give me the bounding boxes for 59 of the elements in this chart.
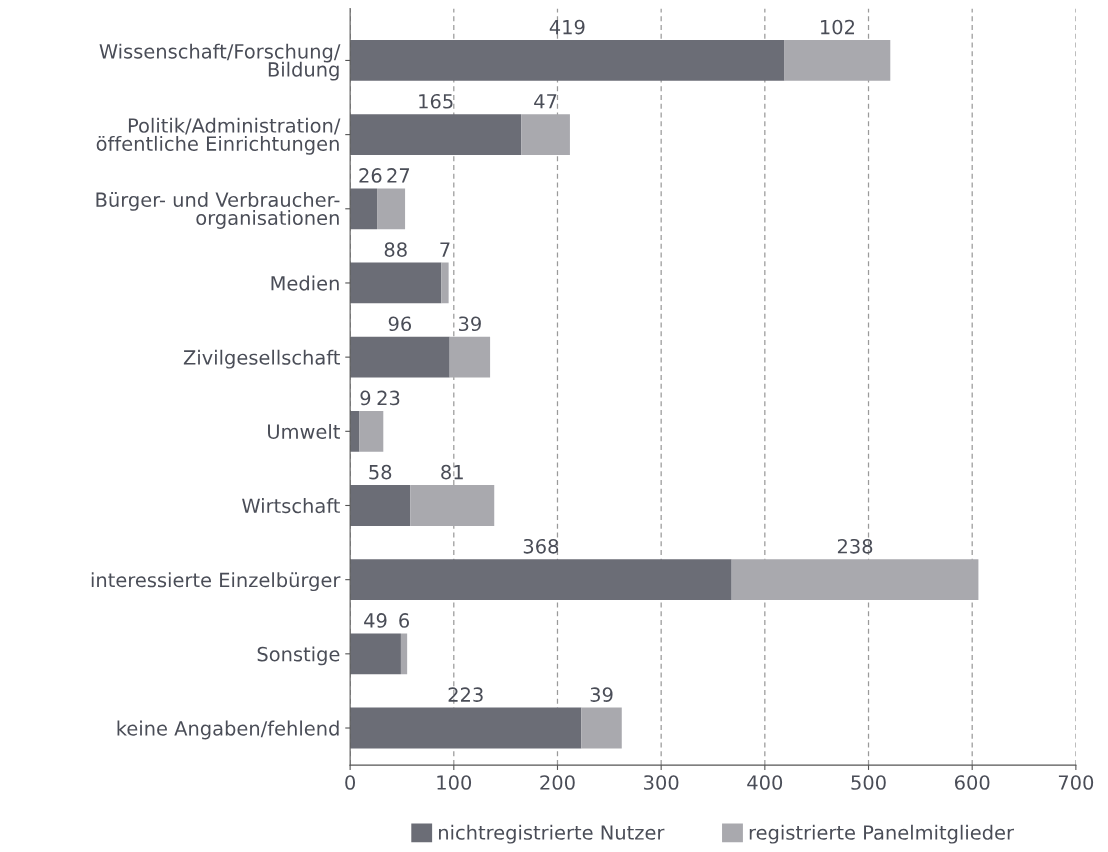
data-label: 26	[359, 168, 382, 183]
data-label: 238	[837, 538, 873, 554]
data-label: 419	[549, 19, 585, 35]
bar	[350, 559, 732, 601]
y-tick-label: Zivilgesellschaft	[183, 349, 340, 369]
y-tick-label: interessierte Einzelbürger	[91, 572, 341, 592]
x-tick-label: 500	[851, 775, 886, 790]
y-tick-label: Sonstige	[257, 646, 340, 666]
y-tick-label: Umwelt	[268, 423, 340, 439]
data-label: 27	[387, 168, 410, 183]
data-label: 23	[377, 390, 400, 406]
data-label: 368	[523, 538, 559, 554]
y-tick-label: Wissenschaft/Forschung/ Bildung	[99, 43, 341, 81]
x-tick-label: 400	[747, 775, 783, 790]
bar	[449, 336, 491, 378]
data-label: 165	[419, 93, 453, 109]
bar	[377, 188, 406, 230]
bar	[784, 40, 891, 81]
bar	[410, 485, 495, 526]
data-label: 6	[399, 613, 409, 628]
data-label: 49	[364, 613, 387, 628]
data-label: 88	[384, 242, 407, 257]
data-label: 223	[448, 687, 483, 702]
x-tick-label: 0	[345, 775, 356, 790]
bar	[350, 262, 442, 304]
data-label: 81	[441, 464, 463, 480]
y-tick-label: Wirtschaft	[242, 498, 340, 514]
bar	[581, 707, 622, 749]
bar	[400, 633, 408, 675]
x-tick-label: 700	[1058, 775, 1094, 790]
bar	[350, 40, 785, 81]
y-tick-label: Politik/Administration/ öffentliche Einrichtungen	[96, 117, 341, 155]
y-tick-label: keine Angaben/fehlend	[117, 720, 339, 740]
data-label: 58	[369, 464, 392, 480]
y-tick-label: Medien	[271, 275, 339, 291]
data-label: 7	[440, 242, 450, 257]
x-tick-label: 100	[437, 775, 472, 790]
bar	[350, 188, 378, 230]
bar	[359, 410, 384, 452]
data-label: 102	[820, 19, 855, 35]
bar	[731, 559, 979, 601]
y-tick-label: Bürger- und Verbraucher- organisationen	[96, 191, 340, 229]
data-label: 96	[388, 316, 412, 332]
data-label: 9	[360, 390, 371, 406]
x-tick-label: 600	[954, 775, 990, 790]
legend-label: registrierte Panelmitglieder	[749, 824, 1015, 844]
data-label: 39	[590, 687, 613, 702]
data-label: 47	[534, 94, 557, 109]
legend-label: nichtregistrierte Nutzer	[439, 824, 665, 844]
bar	[350, 114, 522, 156]
bar	[350, 336, 450, 378]
x-tick-label: 300	[644, 775, 679, 790]
bar	[350, 633, 401, 675]
bar	[350, 485, 411, 526]
bar	[441, 262, 449, 304]
bar	[521, 114, 570, 156]
data-label: 39	[458, 316, 481, 332]
x-tick-label: 200	[540, 775, 575, 790]
bar	[350, 707, 582, 749]
